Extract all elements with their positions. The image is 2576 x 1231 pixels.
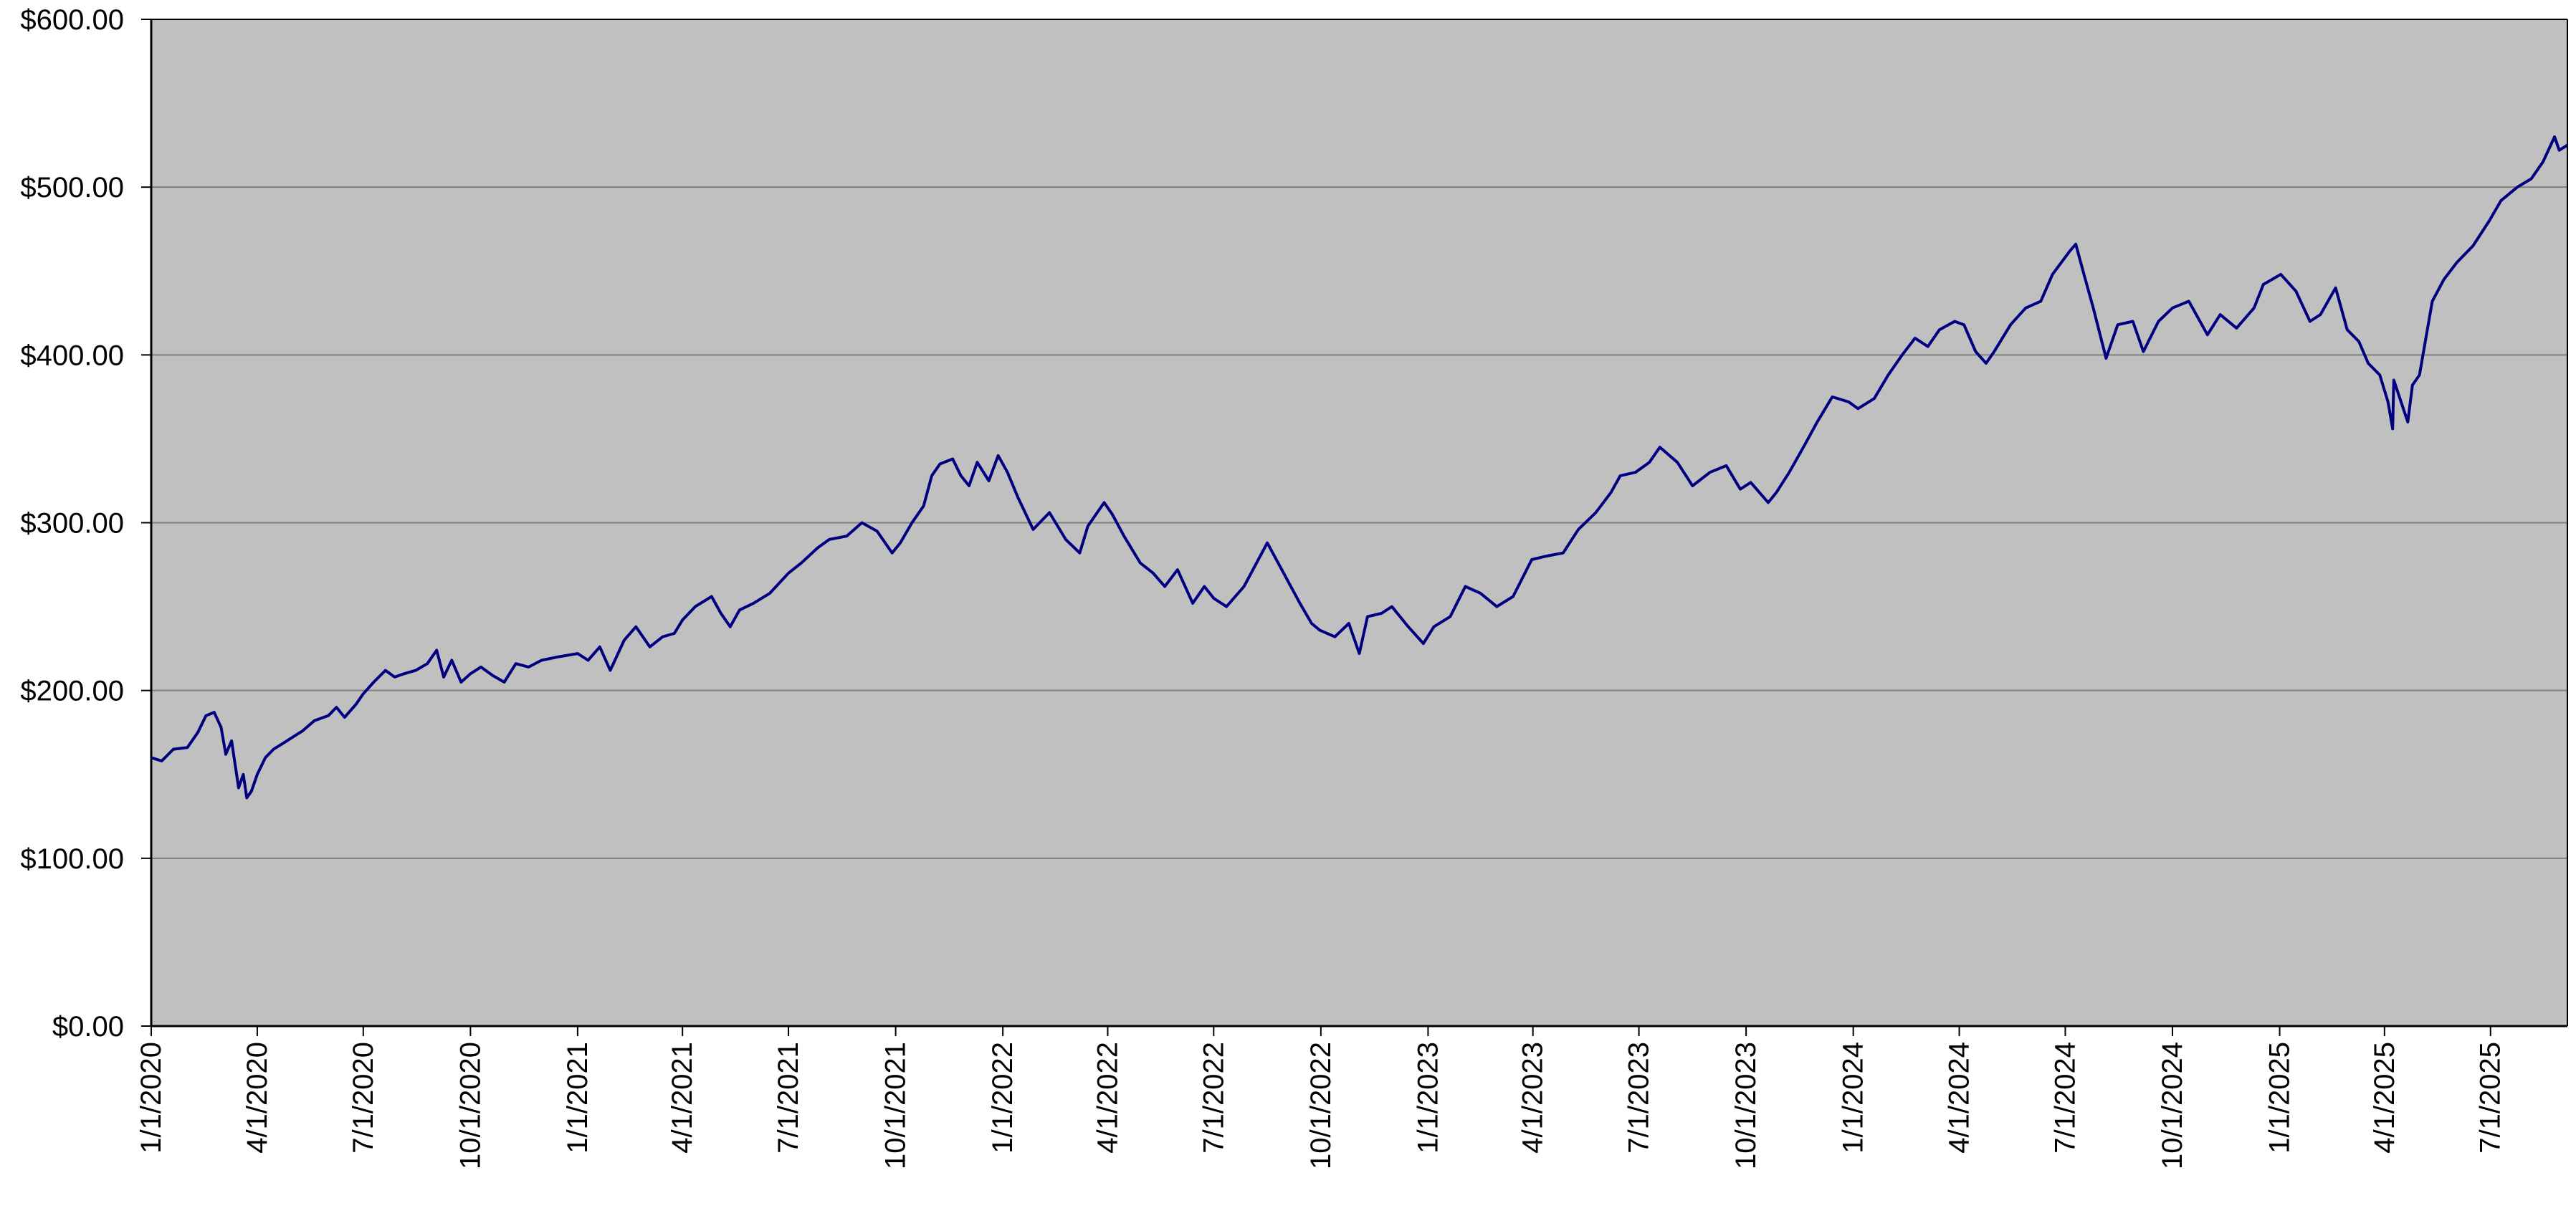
y-tick-label: $400.00 xyxy=(20,340,124,371)
y-tick-label: $200.00 xyxy=(20,676,124,707)
axes xyxy=(150,19,2568,1028)
y-tick-label: $300.00 xyxy=(20,508,124,540)
x-tick-label: 1/1/2025 xyxy=(2264,1042,2296,1154)
x-tick-label: 10/1/2023 xyxy=(1730,1042,1762,1169)
x-tick-label: 4/1/2021 xyxy=(667,1042,698,1154)
x-tick-label: 7/1/2022 xyxy=(1198,1042,1229,1154)
x-tick-label: 1/1/2021 xyxy=(562,1042,593,1154)
x-tick-label: 10/1/2021 xyxy=(880,1042,912,1169)
x-tick-label: 4/1/2023 xyxy=(1517,1042,1549,1154)
x-tick-label: 7/1/2024 xyxy=(2049,1042,2081,1154)
x-tick-label: 4/1/2024 xyxy=(1944,1042,1975,1154)
x-tick-labels: 1/1/2020 4/1/2020 7/1/2020 10/1/2020 1/1/202… xyxy=(135,1026,2506,1169)
x-tick-label: 10/1/2024 xyxy=(2157,1042,2188,1169)
x-tick-label: 1/1/2020 xyxy=(135,1042,167,1154)
y-tick-label: $600.00 xyxy=(20,4,124,36)
series xyxy=(151,135,2569,800)
y-tick-label: $0.00 xyxy=(52,1011,124,1043)
x-tick-label: 4/1/2025 xyxy=(2369,1042,2400,1154)
x-tick-label: 1/1/2022 xyxy=(987,1042,1019,1154)
x-tick-label: 7/1/2020 xyxy=(348,1042,379,1154)
y-tick-label: $100.00 xyxy=(20,843,124,875)
x-tick-label: 7/1/2021 xyxy=(773,1042,804,1154)
x-tick-label: 7/1/2025 xyxy=(2475,1042,2506,1154)
x-tick-label: 10/1/2020 xyxy=(454,1042,486,1169)
x-tick-label: 1/1/2024 xyxy=(1838,1042,1869,1154)
x-tick-label: 4/1/2020 xyxy=(242,1042,273,1154)
y-tick-labels: $0.00 $100.00 $200.00 $300.00 $400.00 $500.00… xyxy=(20,4,124,1043)
x-tick-label: 10/1/2022 xyxy=(1305,1042,1337,1169)
x-tick-label: 7/1/2023 xyxy=(1623,1042,1655,1154)
x-tick-label: 1/1/2023 xyxy=(1412,1042,1444,1154)
series-line xyxy=(151,135,2569,800)
x-tick-label: 4/1/2022 xyxy=(1092,1042,1123,1154)
y-tick-label: $500.00 xyxy=(20,172,124,203)
